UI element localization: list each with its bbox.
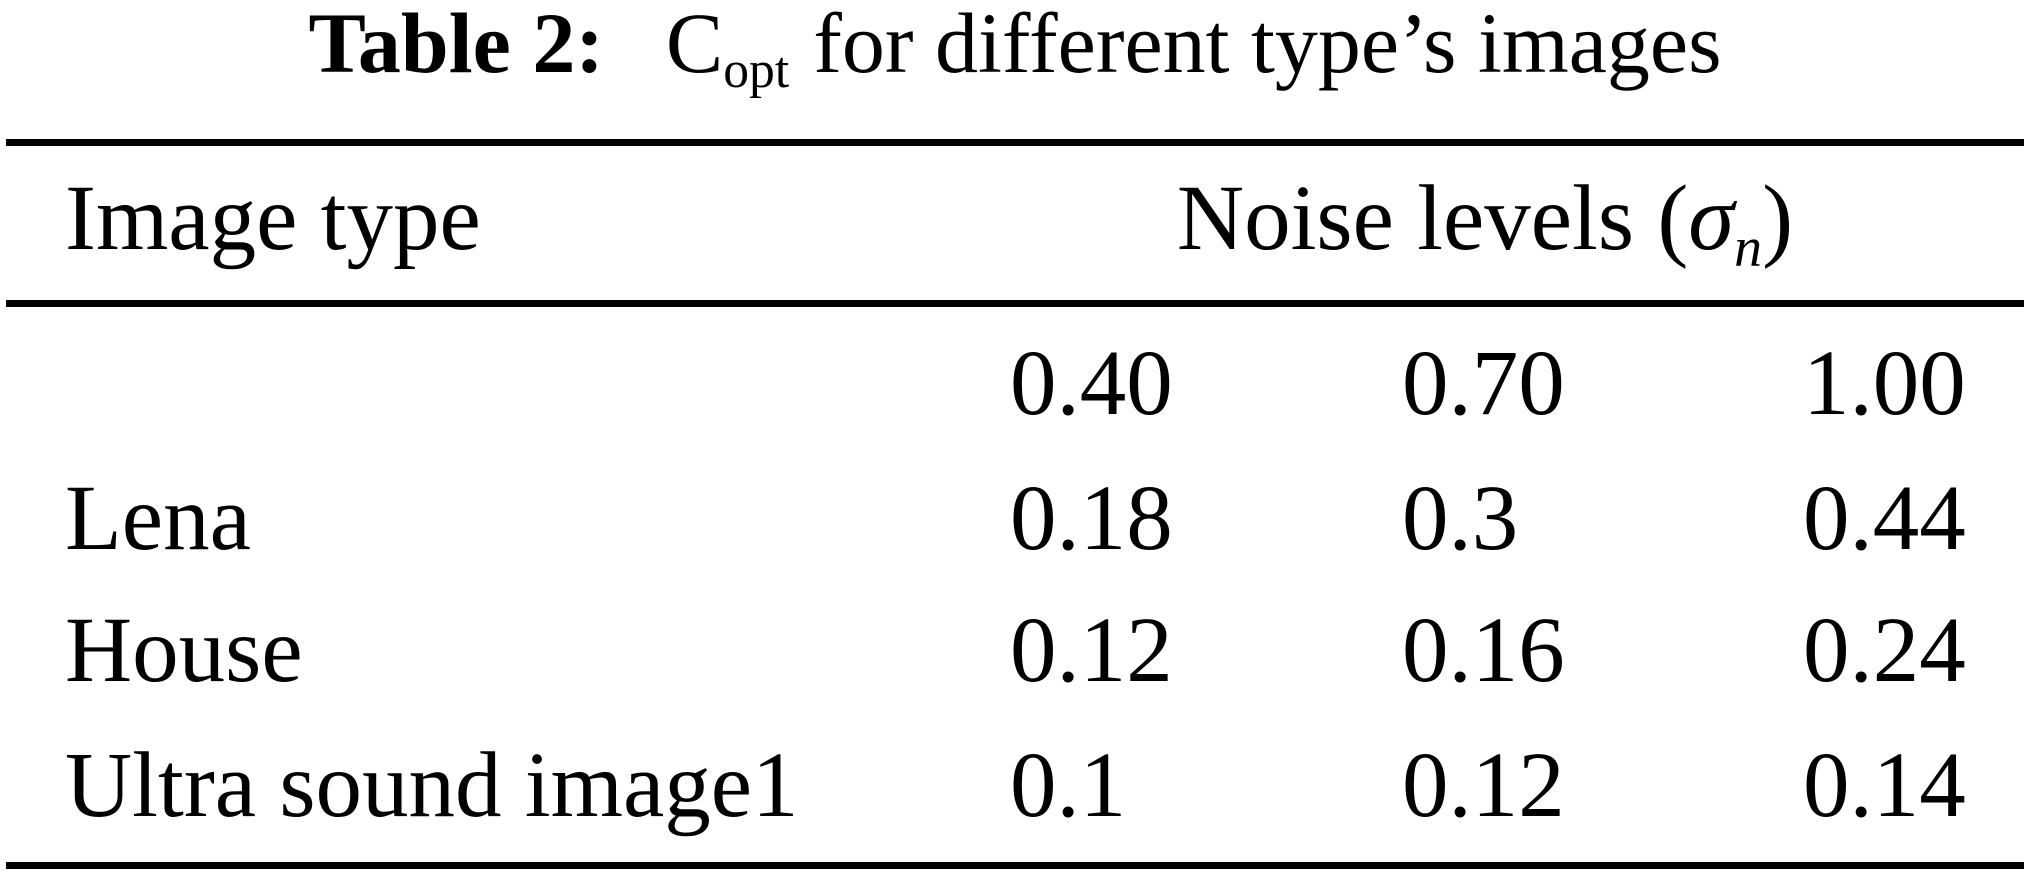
table-bottom-rule (6, 862, 2024, 869)
row-label: Lena (65, 467, 251, 570)
table-cell: 0.16 (1402, 599, 1565, 702)
noise-header-text: Noise levels ( (1176, 167, 1689, 270)
table-cell: 0.24 (1803, 599, 1966, 702)
table-cell: 0.14 (1803, 734, 1966, 837)
noise-level-value: 0.70 (1402, 332, 1565, 435)
column-header-noise-levels: Noise levels (σn) (1010, 172, 1960, 276)
sigma-symbol: σ (1688, 167, 1735, 270)
table-header-rule (6, 300, 2024, 307)
row-label: House (65, 599, 303, 702)
column-header-image-type: Image type (65, 167, 481, 270)
noise-level-value: 0.40 (1010, 332, 1173, 435)
table-cell: 0.44 (1803, 467, 1966, 570)
table-cell: 0.1 (1010, 734, 1127, 837)
caption-text: for different type’s images (813, 0, 1722, 91)
table-cell: 0.12 (1010, 599, 1173, 702)
table-cell: 0.18 (1010, 467, 1173, 570)
table-cell: 0.3 (1402, 467, 1519, 570)
row-label: Ultra sound image1 (65, 734, 799, 837)
sigma-subscript: n (1734, 216, 1763, 279)
table-cell: 0.12 (1402, 734, 1565, 837)
noise-level-value: 1.00 (1803, 332, 1966, 435)
noise-header-close-paren: ) (1762, 167, 1794, 270)
caption-term-subscript: opt (723, 42, 790, 100)
caption-term: C (665, 0, 724, 91)
table-caption: Table 2: Copt for different type’s images (0, 0, 2030, 97)
table-top-rule (6, 139, 2024, 146)
caption-label: Table 2: (308, 0, 604, 91)
